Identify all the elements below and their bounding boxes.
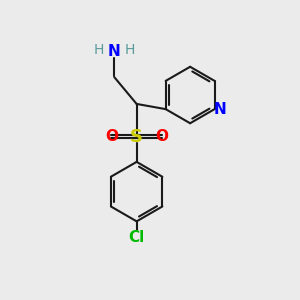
- Text: O: O: [105, 129, 118, 144]
- Text: N: N: [108, 44, 121, 59]
- Text: S: S: [130, 128, 143, 146]
- Text: H: H: [124, 44, 135, 57]
- Text: N: N: [214, 102, 226, 117]
- Text: Cl: Cl: [128, 230, 145, 245]
- Text: H: H: [94, 44, 104, 57]
- Text: O: O: [155, 129, 168, 144]
